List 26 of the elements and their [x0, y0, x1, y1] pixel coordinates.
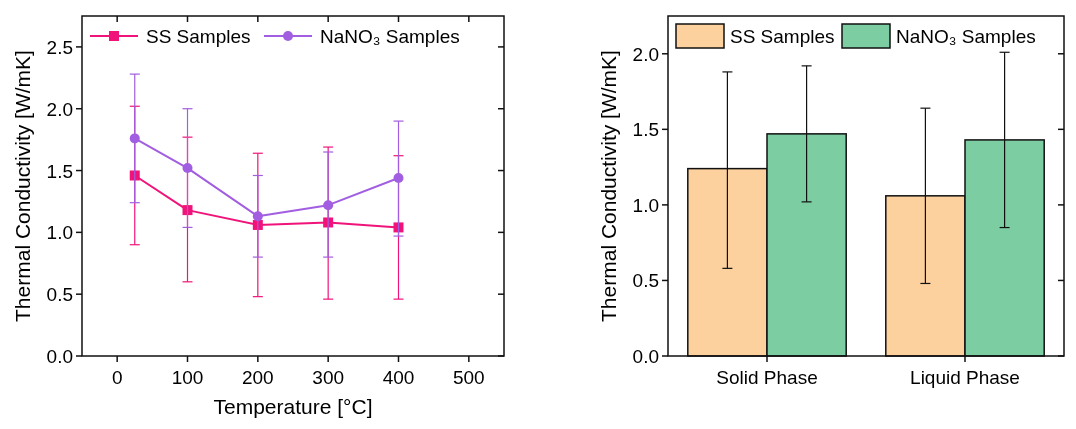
y-tick-label: 2.5: [46, 36, 73, 58]
x-tick-label: 0: [111, 367, 123, 388]
y-tick-label: 2.0: [46, 98, 73, 120]
y-tick-label: 1.5: [46, 160, 73, 182]
legend-label: SS Samples: [730, 26, 835, 47]
y-axis-title: Thermal Conductivity [W/mK]: [11, 50, 34, 322]
y-tick-label: 0.5: [46, 284, 73, 306]
y-tick-label: 1.0: [632, 194, 659, 216]
y-tick-label: 2.0: [632, 43, 659, 65]
y-tick-label: 1.0: [46, 222, 73, 244]
x-tick-label: 200: [241, 367, 274, 388]
legend-label: NaNO₃ Samples: [896, 26, 1036, 47]
x-tick-label: 500: [452, 367, 485, 388]
y-tick-label: 0.0: [46, 346, 73, 367]
y-tick-label: 0.5: [632, 270, 659, 292]
legend-label: SS Samples: [146, 26, 251, 47]
y-axis-title: Thermal Conductivity [W/mK]: [597, 50, 620, 322]
x-tick-label: Solid Phase: [716, 367, 818, 388]
x-tick-label: 300: [312, 367, 345, 388]
x-tick-label: 100: [171, 367, 204, 388]
legend-label: NaNO₃ Samples: [320, 26, 460, 47]
x-axis-title: Temperature [°C]: [213, 395, 373, 418]
y-tick-label: 1.5: [632, 119, 659, 141]
x-tick-label: Liquid Phase: [910, 367, 1020, 388]
x-tick-label: 400: [382, 367, 415, 388]
y-tick-label: 0.0: [632, 346, 659, 367]
